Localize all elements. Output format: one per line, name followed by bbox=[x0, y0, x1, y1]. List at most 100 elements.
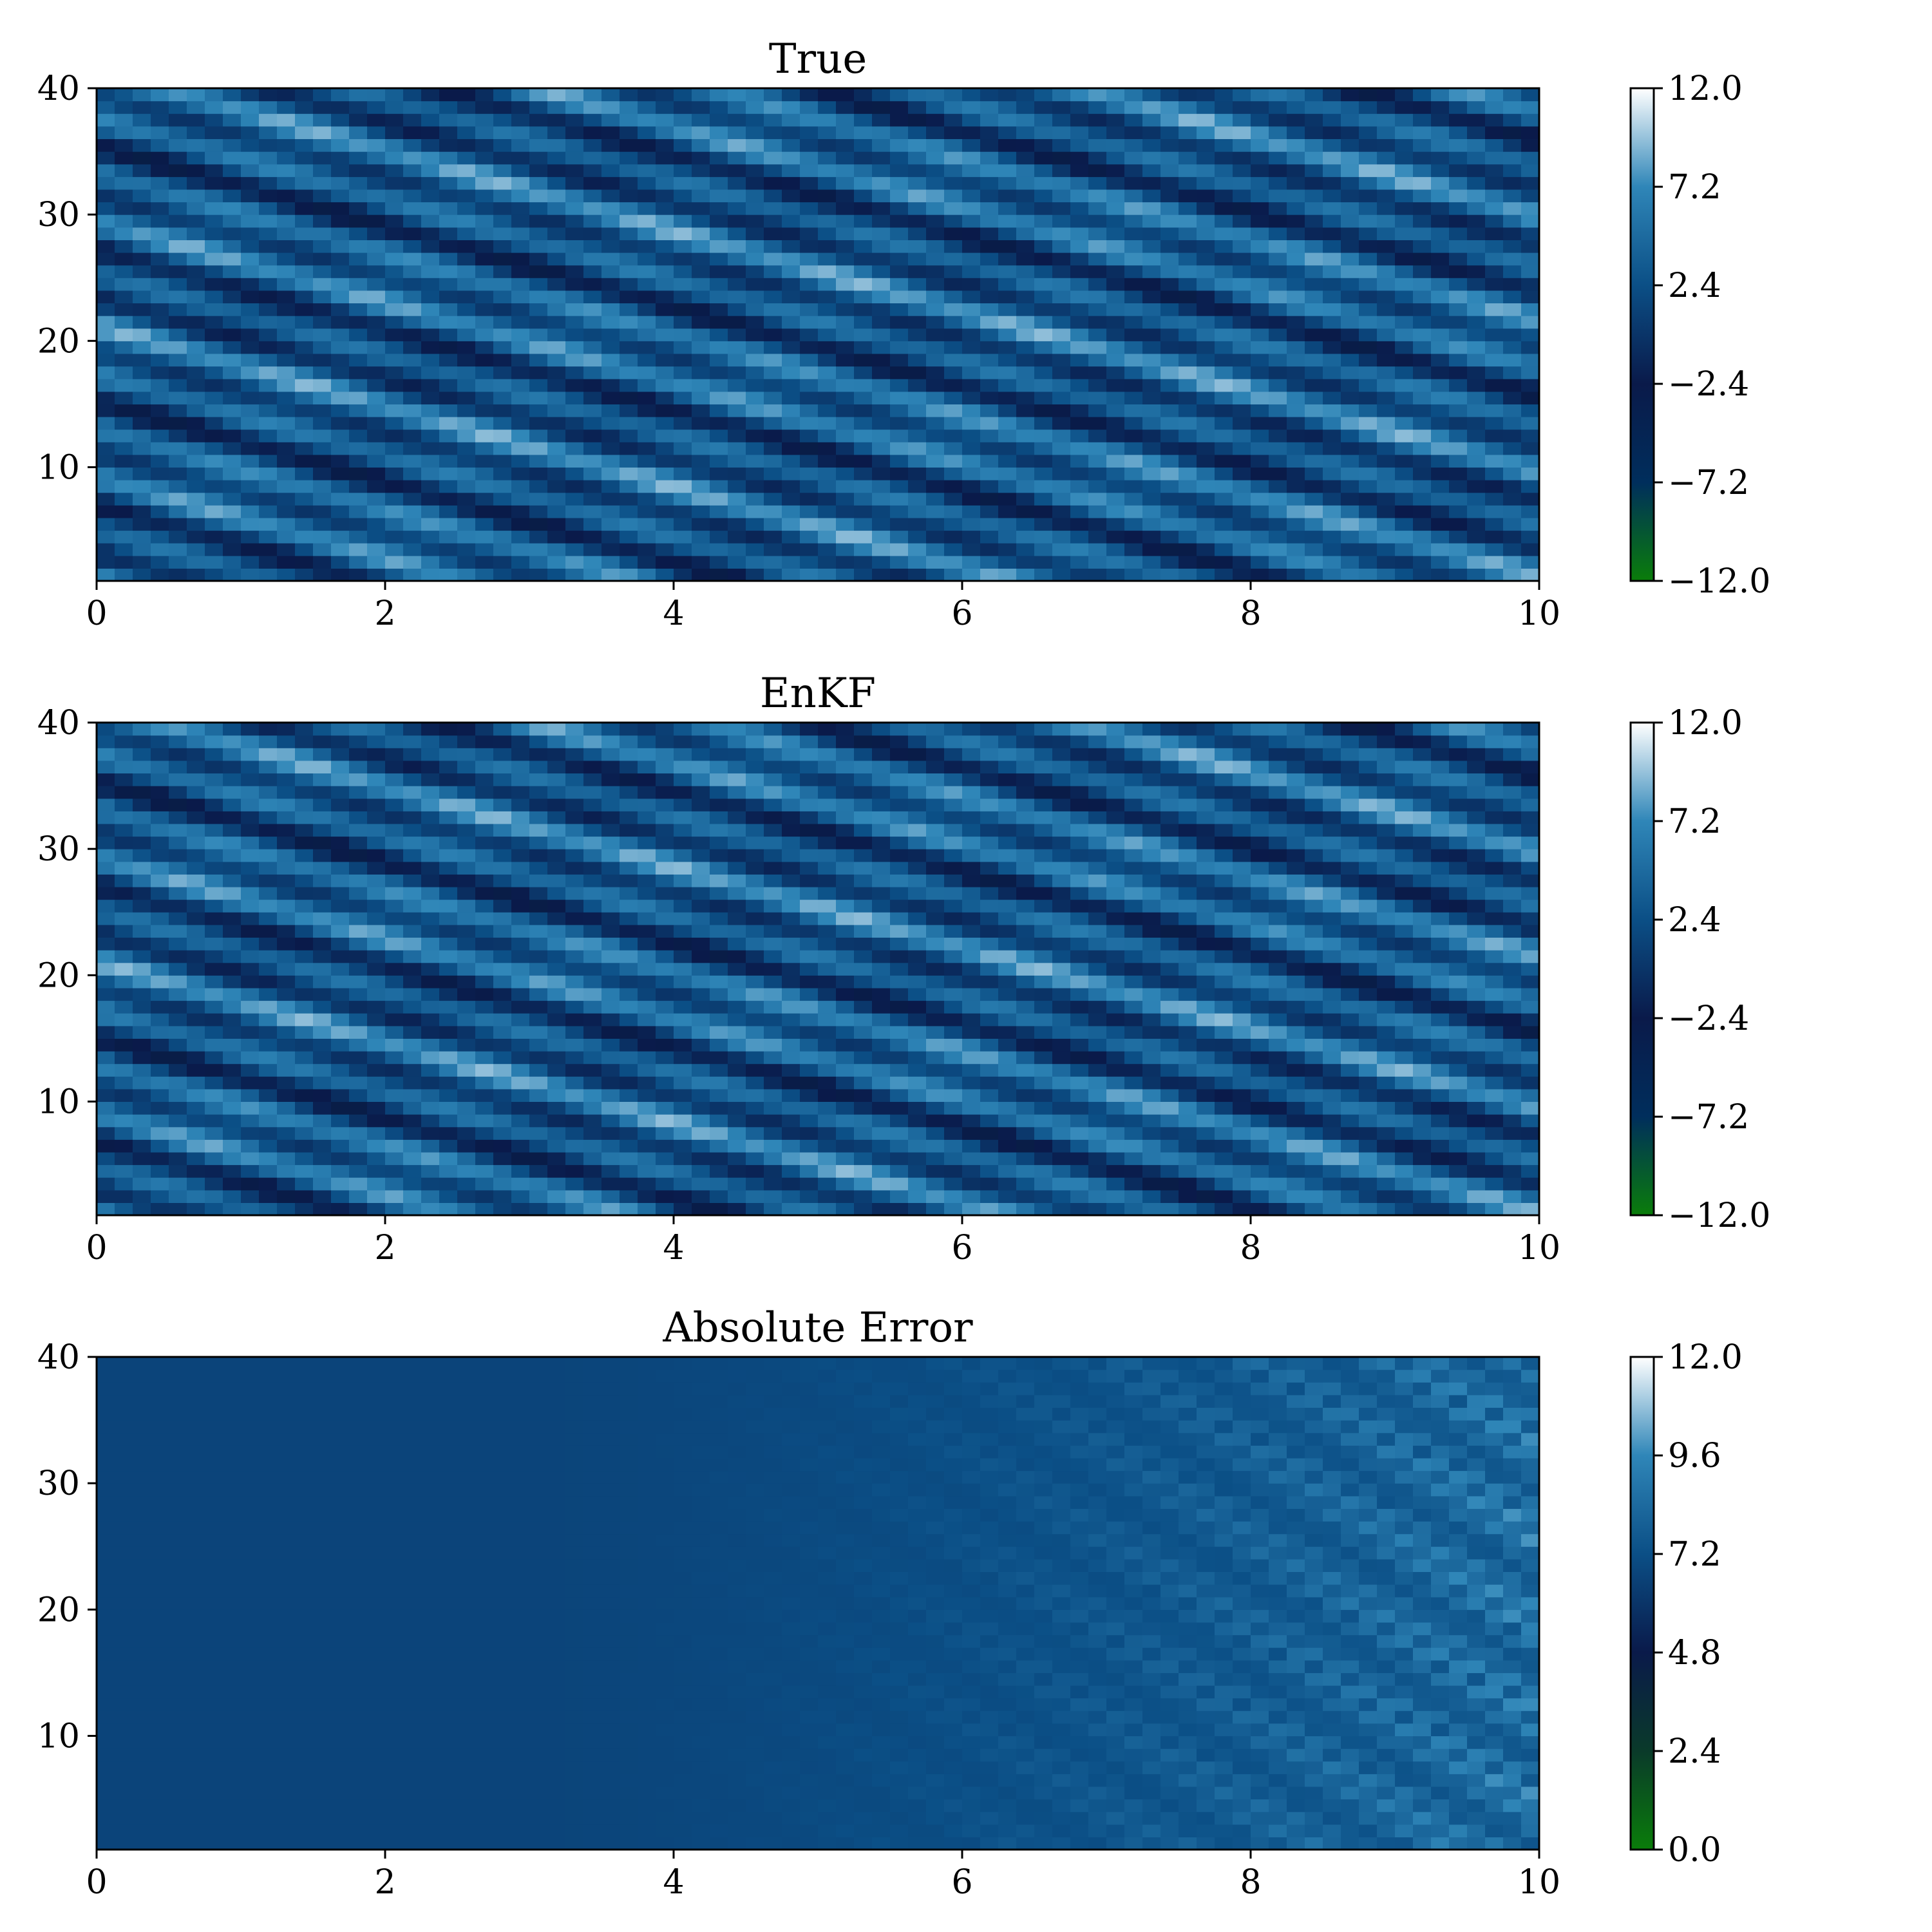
heatmap-cell bbox=[1503, 164, 1522, 177]
heatmap-cell bbox=[746, 849, 764, 862]
heatmap-cell bbox=[349, 88, 368, 102]
heatmap-cell bbox=[1431, 480, 1450, 493]
heatmap-cell bbox=[259, 912, 278, 925]
heatmap-cell bbox=[800, 202, 819, 215]
heatmap-cell bbox=[872, 328, 891, 341]
heatmap-cell bbox=[854, 798, 873, 811]
heatmap-cell bbox=[529, 391, 548, 404]
heatmap-cell bbox=[656, 555, 674, 569]
heatmap-cell bbox=[565, 454, 584, 468]
heatmap-cell bbox=[674, 861, 692, 875]
heatmap-cell bbox=[854, 252, 873, 266]
heatmap-cell bbox=[115, 240, 133, 253]
heatmap-cell bbox=[331, 100, 350, 114]
heatmap-cell bbox=[944, 202, 963, 215]
heatmap-cell bbox=[475, 1139, 494, 1153]
heatmap-cell bbox=[367, 555, 386, 569]
heatmap-cell bbox=[1179, 100, 1197, 114]
heatmap-cell bbox=[547, 723, 566, 736]
heatmap-cell bbox=[818, 316, 837, 329]
heatmap-cell bbox=[115, 1088, 133, 1102]
heatmap-cell bbox=[115, 138, 133, 152]
heatmap-cell bbox=[836, 1000, 855, 1014]
heatmap-cell bbox=[1179, 391, 1197, 404]
heatmap-cell bbox=[187, 265, 205, 278]
heatmap-cell bbox=[277, 975, 296, 989]
heatmap-cell bbox=[349, 404, 368, 417]
heatmap-cell bbox=[836, 404, 855, 417]
heatmap-cell bbox=[1467, 442, 1486, 455]
heatmap-cell bbox=[1269, 391, 1287, 404]
heatmap-cell bbox=[115, 543, 133, 556]
heatmap-cell bbox=[493, 202, 512, 215]
heatmap-cell bbox=[1269, 100, 1287, 114]
heatmap-cell bbox=[1521, 404, 1540, 417]
heatmap-cell bbox=[493, 341, 512, 354]
heatmap-cell bbox=[169, 316, 187, 329]
heatmap-cell bbox=[331, 962, 350, 976]
heatmap-cell bbox=[511, 1063, 530, 1077]
heatmap-cell bbox=[331, 240, 350, 253]
heatmap-cell bbox=[457, 1000, 476, 1014]
heatmap-cell bbox=[1287, 316, 1305, 329]
heatmap-cell bbox=[367, 1114, 386, 1128]
heatmap-cell bbox=[908, 1177, 927, 1191]
heatmap-cell bbox=[1106, 126, 1125, 139]
heatmap-cell bbox=[331, 773, 350, 786]
heatmap-cell bbox=[511, 1151, 530, 1166]
heatmap-cell bbox=[493, 417, 512, 430]
heatmap-cell bbox=[854, 1164, 873, 1178]
heatmap-cell bbox=[1449, 100, 1468, 114]
heatmap-cell bbox=[872, 735, 891, 748]
heatmap-cell bbox=[1269, 404, 1287, 417]
heatmap-cell bbox=[367, 379, 386, 392]
heatmap-cell bbox=[349, 517, 368, 531]
heatmap-cell bbox=[439, 429, 458, 442]
heatmap-cell bbox=[133, 962, 151, 976]
heatmap-cell bbox=[295, 1025, 314, 1039]
heatmap-cell bbox=[547, 899, 566, 913]
heatmap-cell bbox=[638, 924, 656, 938]
heatmap-cell bbox=[926, 353, 945, 367]
heatmap-cell bbox=[674, 1063, 692, 1077]
heatmap-cell bbox=[674, 924, 692, 938]
heatmap-cell bbox=[277, 1114, 296, 1128]
heatmap-cell bbox=[241, 1139, 260, 1153]
heatmap-cell bbox=[1467, 151, 1486, 165]
heatmap-cell bbox=[1323, 417, 1341, 430]
heatmap-cell bbox=[313, 353, 332, 367]
heatmap-cell bbox=[854, 735, 873, 748]
heatmap-cell bbox=[403, 404, 422, 417]
heatmap-cell bbox=[1503, 138, 1522, 152]
heatmap-cell bbox=[1142, 391, 1161, 404]
heatmap-cell bbox=[1413, 252, 1432, 266]
heatmap-cell bbox=[385, 417, 404, 430]
heatmap-cell bbox=[1197, 543, 1215, 556]
heatmap-cell bbox=[601, 176, 620, 190]
heatmap-cell bbox=[205, 517, 223, 531]
heatmap-cell bbox=[1467, 303, 1486, 316]
heatmap-cell bbox=[1287, 379, 1305, 392]
heatmap-cell bbox=[998, 290, 1017, 303]
heatmap-cell bbox=[295, 164, 314, 177]
heatmap-cell bbox=[1052, 202, 1071, 215]
heatmap-cell bbox=[151, 912, 169, 925]
heatmap-cell bbox=[133, 1025, 151, 1039]
heatmap-cell bbox=[1377, 176, 1396, 190]
heatmap-cell bbox=[710, 849, 728, 862]
heatmap-cell bbox=[638, 303, 656, 316]
heatmap-cell bbox=[547, 366, 566, 379]
heatmap-cell bbox=[1395, 530, 1414, 544]
heatmap-cell bbox=[97, 987, 115, 1001]
heatmap-cell bbox=[998, 214, 1017, 228]
heatmap-cell bbox=[872, 492, 891, 506]
heatmap-cell bbox=[421, 442, 440, 455]
heatmap-cell bbox=[1052, 555, 1071, 569]
heatmap-cell bbox=[439, 290, 458, 303]
heatmap-cell bbox=[692, 467, 710, 480]
heatmap-cell bbox=[800, 1013, 819, 1027]
heatmap-cell bbox=[493, 252, 512, 266]
heatmap-cell bbox=[620, 1038, 638, 1052]
heatmap-cell bbox=[1070, 328, 1089, 341]
heatmap-cell bbox=[908, 164, 927, 177]
